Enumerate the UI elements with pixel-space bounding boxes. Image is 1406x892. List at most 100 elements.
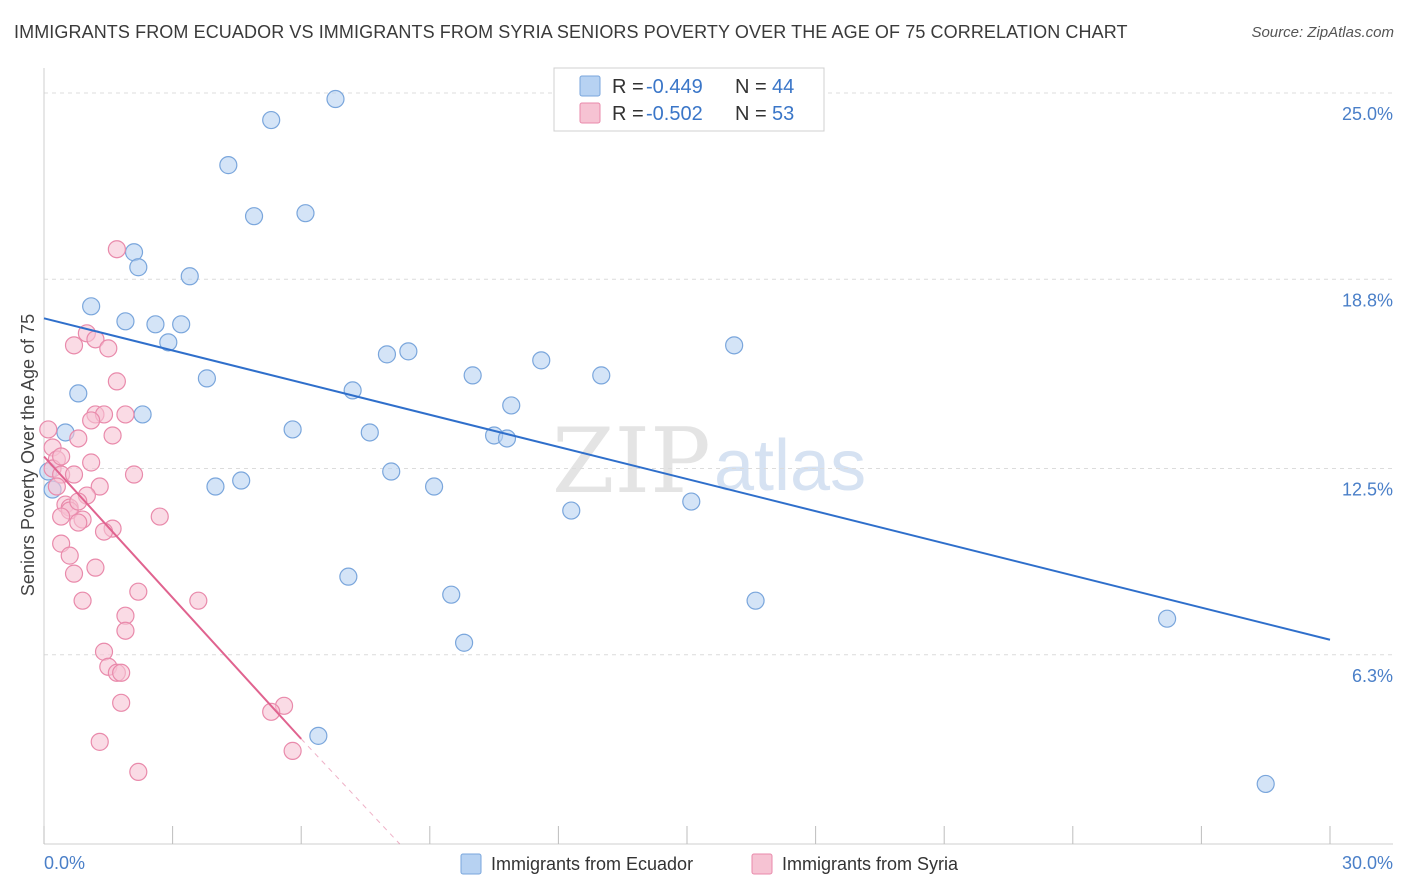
ecuador-point bbox=[82, 297, 101, 316]
syria-point bbox=[94, 522, 114, 541]
ecuador-point bbox=[442, 585, 461, 604]
ecuador-point bbox=[296, 204, 315, 223]
syria-point bbox=[112, 663, 131, 682]
source-label: Source: ZipAtlas.com bbox=[1251, 24, 1394, 41]
ecuador-point bbox=[454, 633, 474, 652]
ecuador-point bbox=[1256, 774, 1275, 794]
ecuador-point bbox=[532, 351, 551, 370]
ecuador-point bbox=[377, 345, 397, 364]
x-tick-label-min: 0.0% bbox=[44, 853, 85, 873]
trend-lines bbox=[43, 317, 1331, 845]
ecuador-point bbox=[180, 267, 199, 286]
ecuador-point bbox=[424, 477, 444, 496]
ecuador-trendline bbox=[43, 317, 1331, 641]
ecuador-point bbox=[197, 369, 216, 388]
syria-point bbox=[47, 477, 66, 496]
ecuador-point bbox=[69, 384, 88, 403]
syria-point bbox=[124, 465, 144, 484]
syria-point bbox=[64, 465, 84, 484]
chart-title: IMMIGRANTS FROM ECUADOR VS IMMIGRANTS FR… bbox=[14, 22, 1128, 42]
legend-n-label-ecuador: N = bbox=[735, 76, 767, 98]
correlation-legend: R = -0.449 N = 44 R = -0.502 N = 53 bbox=[553, 67, 825, 132]
ecuador-point bbox=[232, 471, 251, 490]
ecuador-point bbox=[124, 243, 144, 262]
bottom-legend-label-syria: Immigrants from Syria bbox=[782, 854, 959, 874]
syria-point bbox=[82, 411, 101, 430]
syria-trendline bbox=[43, 455, 302, 740]
grid-lines bbox=[44, 92, 1393, 656]
ecuador-point bbox=[682, 492, 701, 511]
syria-point bbox=[129, 582, 148, 601]
syria-point bbox=[189, 591, 208, 610]
syria-point bbox=[90, 477, 109, 496]
legend-swatch-ecuador bbox=[579, 75, 601, 97]
ecuador-point bbox=[502, 396, 521, 415]
y-tick-label: 6.3% bbox=[1352, 666, 1393, 686]
ecuador-point bbox=[725, 336, 744, 355]
ecuador-point bbox=[172, 315, 191, 334]
syria-point bbox=[283, 741, 302, 760]
ecuador-point bbox=[463, 366, 482, 385]
x-tick-label-max: 30.0% bbox=[1342, 853, 1393, 873]
bottom-legend-label-ecuador: Immigrants from Ecuador bbox=[491, 854, 693, 874]
syria-point bbox=[116, 621, 135, 640]
ecuador-point bbox=[116, 312, 135, 331]
syria-point bbox=[86, 558, 105, 577]
legend-n-label-syria: N = bbox=[735, 103, 767, 125]
ecuador-point bbox=[326, 89, 345, 109]
ecuador-point bbox=[283, 420, 302, 439]
axes: 6.3% 12.5% 18.8% 25.0% bbox=[43, 68, 1393, 845]
syria-point bbox=[82, 453, 101, 472]
syria-point bbox=[69, 429, 88, 448]
ecuador-point bbox=[592, 366, 611, 385]
legend-swatch-syria bbox=[579, 102, 601, 124]
syria-point bbox=[99, 339, 118, 358]
syria-point bbox=[64, 336, 84, 355]
syria-point bbox=[90, 732, 109, 751]
y-tick-label: 18.8% bbox=[1342, 290, 1393, 310]
syria-point bbox=[69, 513, 88, 532]
syria-point bbox=[116, 405, 135, 424]
y-axis-label: Seniors Poverty Over the Age of 75 bbox=[18, 314, 38, 596]
ecuador-point bbox=[146, 315, 165, 334]
syria-point bbox=[262, 702, 281, 721]
ecuador-point bbox=[309, 726, 328, 745]
syria-point bbox=[39, 420, 58, 439]
ecuador-point bbox=[339, 567, 358, 586]
syria-point bbox=[94, 642, 114, 661]
y-tick-label: 25.0% bbox=[1342, 104, 1393, 124]
ecuador-point bbox=[129, 258, 148, 277]
syria-point bbox=[52, 507, 71, 526]
syria-point bbox=[129, 762, 148, 782]
syria-point bbox=[150, 507, 169, 526]
syria-point bbox=[60, 546, 79, 565]
data-points bbox=[39, 89, 1275, 794]
ecuador-point bbox=[206, 477, 225, 496]
ecuador-point bbox=[133, 405, 152, 424]
ecuador-point bbox=[360, 423, 379, 442]
syria-point bbox=[73, 591, 92, 610]
ecuador-point bbox=[219, 156, 238, 175]
legend-r-value-ecuador: -0.449 bbox=[646, 76, 703, 98]
legend-n-value-ecuador: 44 bbox=[772, 76, 794, 98]
syria-point bbox=[52, 447, 71, 466]
ecuador-point bbox=[746, 591, 765, 610]
bottom-legend-swatch-ecuador bbox=[460, 853, 482, 875]
ecuador-point bbox=[262, 110, 281, 130]
ecuador-point bbox=[244, 207, 264, 226]
ecuador-point bbox=[1158, 609, 1177, 628]
syria-trendline-extension bbox=[300, 738, 401, 845]
legend-r-value-syria: -0.502 bbox=[646, 103, 703, 125]
ecuador-point bbox=[562, 501, 581, 520]
series-legend: Immigrants from Ecuador Immigrants from … bbox=[460, 853, 959, 875]
syria-point bbox=[107, 240, 126, 259]
legend-r-label-syria: R = bbox=[612, 103, 644, 125]
ecuador-point bbox=[399, 342, 418, 361]
syria-point bbox=[64, 564, 84, 583]
ecuador-point bbox=[382, 462, 401, 481]
ecuador-point bbox=[159, 333, 178, 352]
legend-r-label-ecuador: R = bbox=[612, 76, 644, 98]
watermark-atlas: atlas bbox=[714, 426, 866, 506]
legend-n-value-syria: 53 bbox=[772, 103, 794, 125]
